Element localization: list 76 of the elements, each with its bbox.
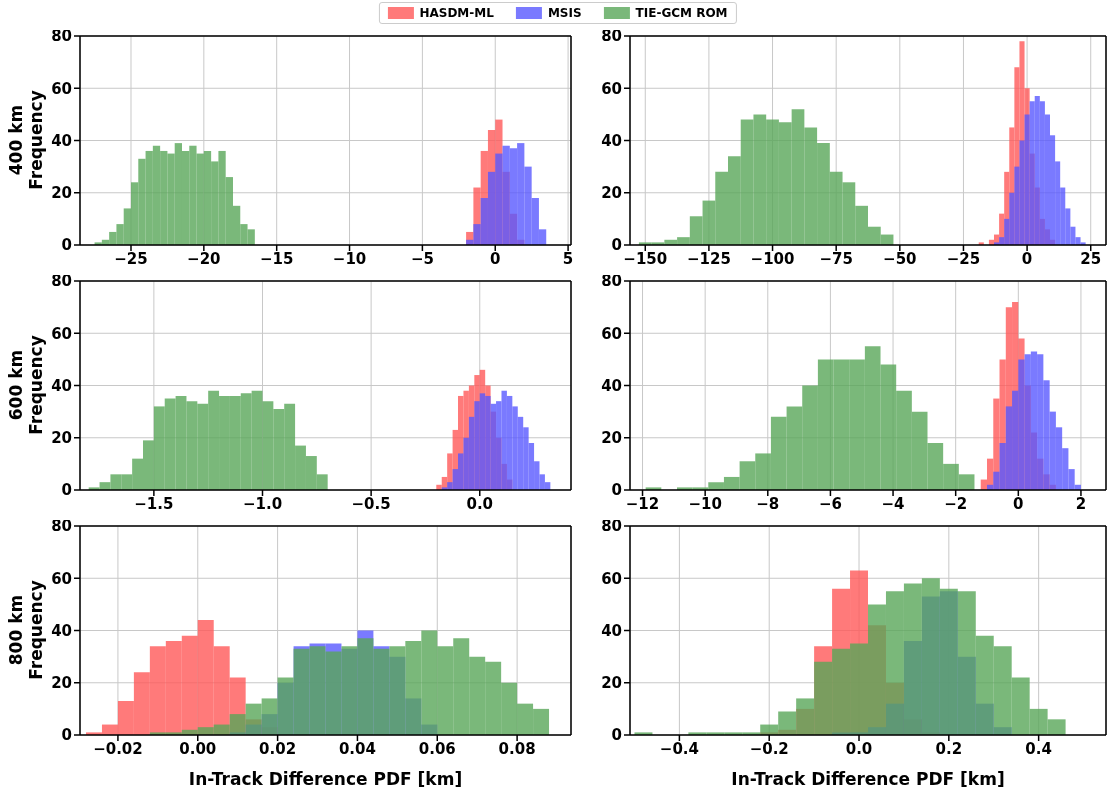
x-tick-label: −0.02 (93, 739, 143, 758)
y-tick-label: 60 (51, 79, 72, 98)
y-tick-label: 40 (601, 131, 622, 150)
x-tick-label: 0.4 (1025, 739, 1052, 758)
x-tick-label: −0.2 (749, 739, 789, 758)
x-tick-label: −5 (410, 249, 434, 268)
x-tick-label: 2 (1075, 494, 1087, 513)
x-tick-label: −75 (819, 249, 853, 268)
x-tick-label: 0.02 (259, 739, 297, 758)
legend-label: MSIS (547, 6, 582, 20)
x-axis-title: In-Track Difference PDF [km] (188, 769, 463, 787)
y-tick-label: 20 (601, 184, 622, 203)
x-tick-label: 0.04 (338, 739, 376, 758)
y-tick-label: 20 (51, 674, 72, 693)
y-tick-label: 60 (601, 79, 622, 98)
y-tick-label: 80 (601, 272, 622, 291)
y-tick-label: 40 (601, 376, 622, 395)
y-tick-label: 80 (601, 27, 622, 46)
x-tick-label: −2 (944, 494, 968, 513)
y-tick-label: 80 (601, 517, 622, 536)
legend-label: TIE-GCM ROM (635, 6, 728, 20)
y-tick-label: 20 (601, 429, 622, 448)
legend-label: HASDM-ML (419, 6, 494, 20)
x-tick-label: 0.0 (466, 494, 494, 513)
x-tick-label: 0.06 (418, 739, 456, 758)
y-tick-label: 0 (611, 726, 622, 745)
x-tick-label: −0.5 (351, 494, 391, 513)
x-tick-label: −6 (818, 494, 842, 513)
y-tick-label: 0 (61, 236, 72, 255)
y-tick-label: 80 (51, 27, 72, 46)
y-tick-label: 40 (51, 376, 72, 395)
y-tick-label: 20 (601, 674, 622, 693)
x-tick-label: −150 (623, 249, 668, 268)
y-tick-label: 80 (51, 272, 72, 291)
x-tick-label: 25 (1080, 249, 1102, 268)
y-axis-title: 400 km Frequency (6, 90, 47, 190)
x-axis-title: In-Track Difference PDF [km] (731, 769, 1005, 787)
x-tick-label: 0.0 (845, 739, 873, 758)
y-tick-label: 80 (51, 517, 72, 536)
x-tick-label: 5 (562, 249, 574, 268)
x-tick-label: −1.5 (134, 494, 174, 513)
x-tick-label: −4 (881, 494, 905, 513)
y-tick-label: 60 (601, 569, 622, 588)
x-tick-label: 0 (1013, 494, 1024, 513)
y-tick-label: 40 (601, 621, 622, 640)
x-tick-label: 0.00 (179, 739, 217, 758)
x-tick-label: −25 (946, 249, 981, 268)
x-tick-label: −10 (688, 494, 722, 513)
y-tick-label: 60 (601, 324, 622, 343)
y-tick-label: 0 (611, 481, 622, 500)
x-tick-label: −125 (686, 249, 731, 268)
y-tick-label: 20 (51, 184, 72, 203)
x-tick-label: −12 (625, 494, 660, 513)
y-tick-label: 60 (51, 324, 72, 343)
x-tick-label: −1.0 (242, 494, 283, 513)
x-tick-label: 0 (1021, 249, 1033, 268)
y-tick-label: 60 (51, 569, 72, 588)
y-axis-title: 800 km Frequency (6, 580, 47, 680)
y-tick-label: 0 (61, 726, 72, 745)
y-tick-label: 40 (51, 621, 72, 640)
x-tick-label: −8 (756, 494, 780, 513)
y-tick-label: 20 (51, 429, 72, 448)
x-tick-label: −15 (259, 249, 294, 268)
x-tick-label: −20 (187, 249, 221, 268)
x-tick-label: 0.08 (498, 739, 536, 758)
x-tick-label: −10 (332, 249, 367, 268)
y-axis-title: 600 km Frequency (6, 335, 47, 435)
x-tick-label: 0 (490, 249, 501, 268)
x-tick-label: −25 (114, 249, 148, 268)
x-tick-label: −100 (750, 249, 795, 268)
y-tick-label: 0 (611, 236, 622, 255)
x-tick-label: −0.4 (659, 739, 699, 758)
y-tick-label: 0 (61, 481, 72, 500)
y-tick-label: 40 (51, 131, 72, 150)
x-tick-label: 0.2 (935, 739, 963, 758)
x-tick-label: −50 (883, 249, 917, 268)
